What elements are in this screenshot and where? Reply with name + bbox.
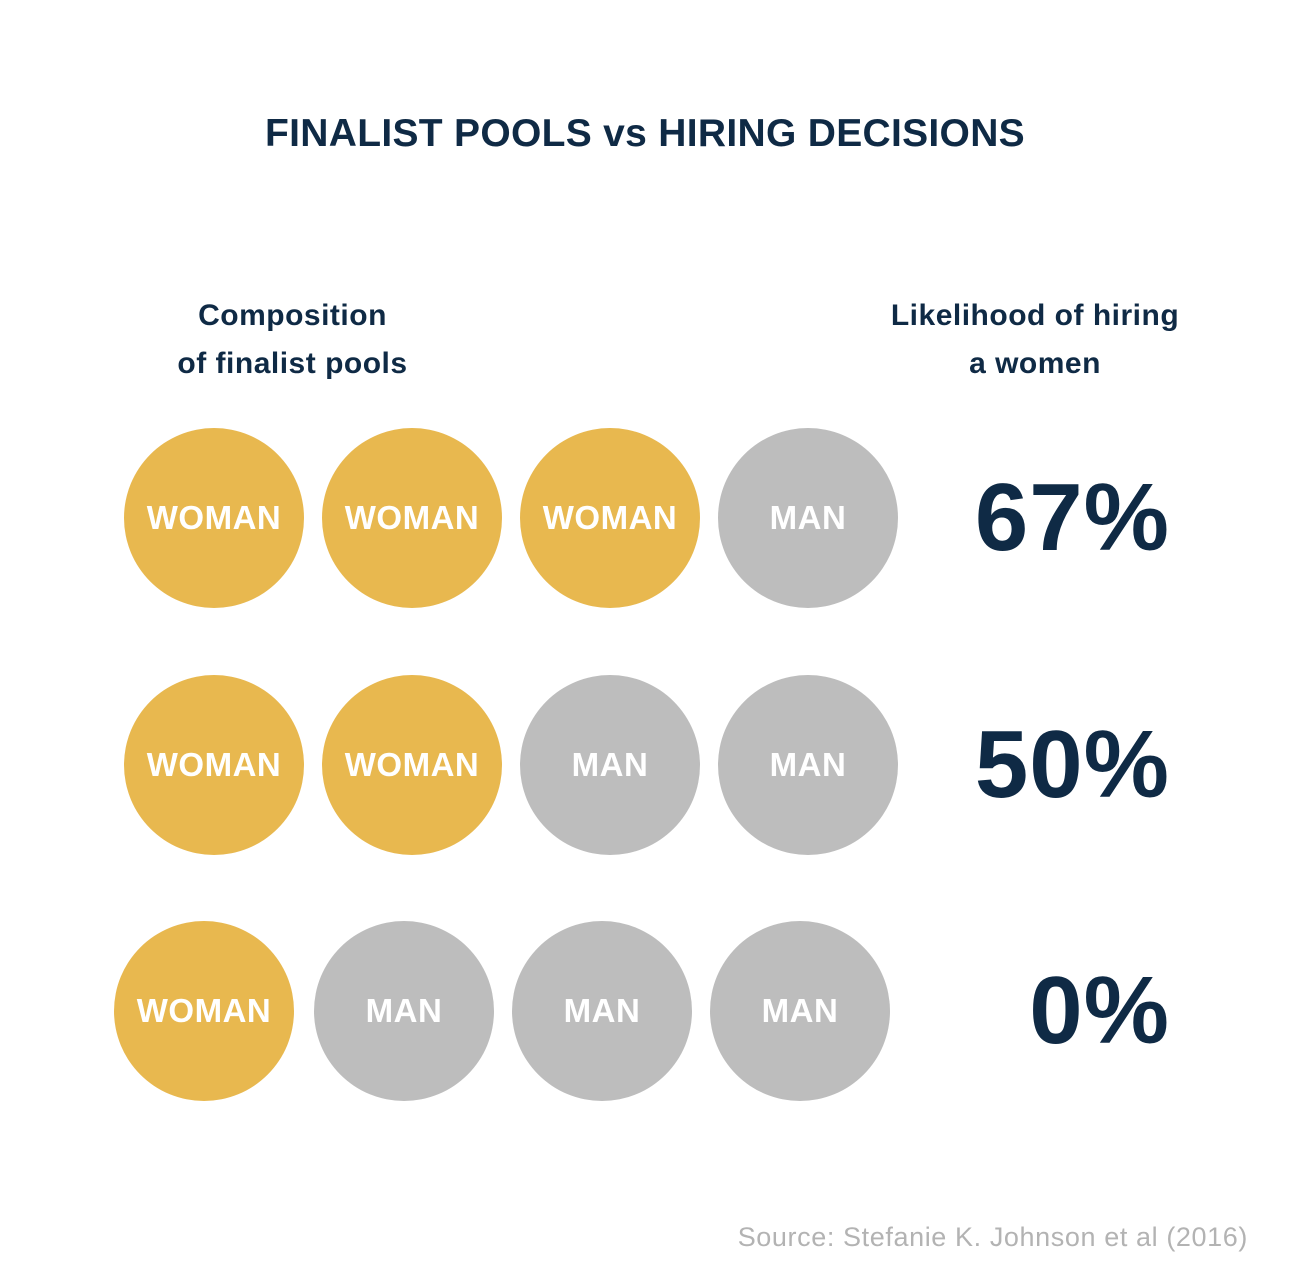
woman-circle: WOMAN	[322, 675, 502, 855]
likelihood-value: 67%	[974, 464, 1170, 571]
circle-label: MAN	[769, 499, 847, 536]
pool-row: WOMAN WOMAN WOMAN MAN 67%	[0, 428, 1290, 608]
hiring-likelihood-header-line-1: Likelihood of hiring	[890, 299, 1180, 332]
pool-row: WOMAN MAN MAN MAN 0%	[0, 921, 1290, 1101]
hiring-likelihood-header: Likelihood of hiring a women	[860, 292, 1210, 388]
man-circle: MAN	[512, 921, 692, 1101]
pool-composition-header-line-2: of finalist pools	[177, 347, 408, 380]
pool-composition-header-line-1: Composition	[198, 299, 387, 332]
pool-composition-header: Composition of finalist pools	[130, 292, 455, 388]
likelihood-value: 50%	[974, 711, 1170, 818]
circle-label: MAN	[571, 746, 649, 783]
likelihood-value: 0%	[1029, 957, 1170, 1064]
man-circle: MAN	[314, 921, 494, 1101]
circle-label: WOMAN	[344, 746, 480, 783]
man-circle: MAN	[718, 428, 898, 608]
circle-label: MAN	[769, 746, 847, 783]
circle-label: WOMAN	[146, 746, 282, 783]
circle-label: MAN	[563, 992, 641, 1029]
circle-label: MAN	[761, 992, 839, 1029]
woman-circle: WOMAN	[114, 921, 294, 1101]
circle-label: WOMAN	[146, 499, 282, 536]
circle-label: WOMAN	[542, 499, 678, 536]
chart-title: FINALIST POOLS vs HIRING DECISIONS	[265, 112, 1025, 155]
circle-label: WOMAN	[344, 499, 480, 536]
woman-circle: WOMAN	[520, 428, 700, 608]
man-circle: MAN	[710, 921, 890, 1101]
hiring-likelihood-header-line-2: a women	[969, 347, 1101, 380]
woman-circle: WOMAN	[322, 428, 502, 608]
man-circle: MAN	[520, 675, 700, 855]
woman-circle: WOMAN	[124, 675, 304, 855]
circle-label: WOMAN	[136, 992, 272, 1029]
source-note: Source: Stefanie K. Johnson et al (2016)	[737, 1222, 1248, 1252]
pool-row: WOMAN WOMAN MAN MAN 50%	[0, 675, 1290, 855]
woman-circle: WOMAN	[124, 428, 304, 608]
man-circle: MAN	[718, 675, 898, 855]
circle-label: MAN	[365, 992, 443, 1029]
